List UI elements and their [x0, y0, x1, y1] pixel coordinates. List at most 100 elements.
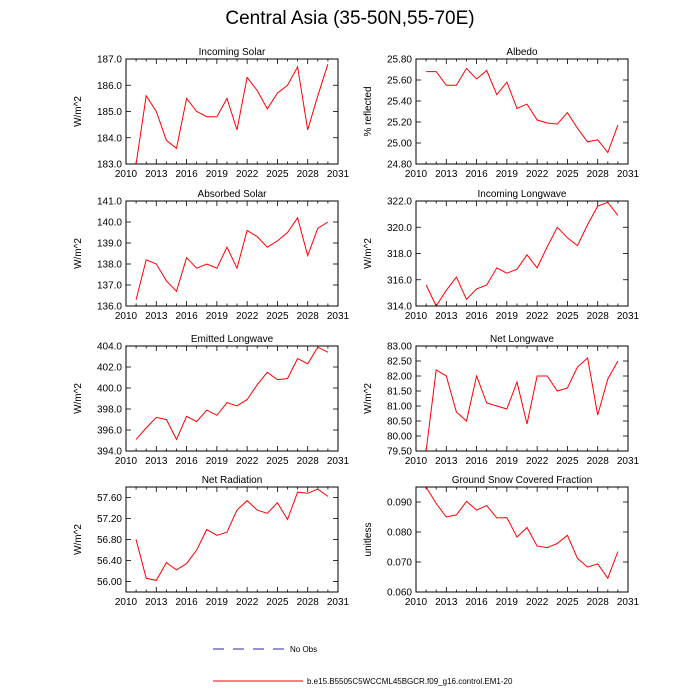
x-tick-label: 2028: [297, 169, 320, 180]
y-tick-label: 404.0: [97, 342, 122, 353]
y-tick-label: 57.60: [97, 493, 122, 504]
x-tick-label: 2028: [297, 456, 320, 467]
y-tick-label: 79.50: [387, 447, 412, 458]
x-tick-label: 2013: [145, 597, 168, 608]
x-tick-label: 2013: [435, 311, 458, 322]
x-tick-label: 2031: [327, 169, 350, 180]
panel-title: Net Radiation: [202, 475, 263, 486]
x-tick-label: 2025: [556, 456, 579, 467]
y-tick-label: 318.0: [387, 249, 412, 260]
panel-title: Incoming Longwave: [478, 189, 567, 200]
y-tick-label: 0.070: [387, 558, 412, 569]
series-line: [425, 357, 619, 452]
y-axis-label: W/m^2: [363, 383, 374, 414]
y-tick-label: 57.20: [97, 514, 122, 525]
panel-title: Emitted Longwave: [191, 334, 274, 345]
x-tick-label: 2010: [115, 456, 138, 467]
x-tick-label: 2016: [175, 597, 198, 608]
series-line: [425, 486, 619, 580]
panel-net-radiation: Net Radiation W/m^2 56.00 56.40 56.80 57.20 57…: [73, 475, 350, 608]
y-tick-label: 400.0: [97, 384, 122, 395]
x-tick-label: 2025: [556, 597, 579, 608]
x-tick-label: 2010: [405, 169, 428, 180]
plot-frame: [125, 345, 339, 452]
x-tick-label: 2010: [115, 311, 138, 322]
panel-incoming-solar: Incoming Solar W/m^2 183.0 184.0 185.0 186.0 1…: [73, 47, 350, 180]
plot-frame: [125, 58, 339, 165]
y-tick-label: 139.0: [97, 239, 122, 250]
x-tick-label: 2028: [587, 597, 610, 608]
y-tick-label: 56.00: [97, 577, 122, 588]
series-line: [135, 488, 329, 581]
x-tick-label: 2022: [236, 169, 259, 180]
plot-frame: [415, 345, 629, 452]
series-line: [135, 64, 329, 165]
x-tick-label: 2022: [526, 169, 549, 180]
y-tick-label: 396.0: [97, 426, 122, 437]
y-tick-label: 402.0: [97, 363, 122, 374]
y-tick-label: 184.0: [97, 133, 122, 144]
x-tick-label: 2016: [175, 456, 198, 467]
plot-frame: [415, 200, 629, 307]
x-tick-label: 2028: [587, 311, 610, 322]
x-tick-label: 2019: [496, 169, 519, 180]
x-tick-label: 2019: [496, 311, 519, 322]
x-tick-label: 2022: [526, 311, 549, 322]
panel-title: Absorbed Solar: [198, 189, 268, 200]
y-axis-label: W/m^2: [73, 238, 84, 269]
x-tick-label: 2031: [327, 597, 350, 608]
y-tick-label: 83.00: [387, 342, 412, 353]
x-tick-label: 2010: [405, 597, 428, 608]
x-tick-label: 2028: [587, 456, 610, 467]
y-tick-label: 81.00: [387, 402, 412, 413]
y-tick-label: 140.0: [97, 218, 122, 229]
panel-title: Ground Snow Covered Fraction: [452, 475, 593, 486]
panel-incoming-longwave: Incoming Longwave W/m^2 314.0 316.0 318.0 320…: [363, 189, 640, 322]
x-tick-label: 2031: [617, 597, 640, 608]
y-tick-label: 137.0: [97, 281, 122, 292]
y-tick-label: 183.0: [97, 160, 122, 171]
x-tick-label: 2025: [556, 311, 579, 322]
series-line: [426, 67, 619, 154]
x-tick-label: 2016: [175, 311, 198, 322]
y-tick-label: 82.50: [387, 357, 412, 368]
x-tick-label: 2016: [175, 169, 198, 180]
y-tick-label: 80.50: [387, 417, 412, 428]
x-tick-label: 2022: [526, 597, 549, 608]
y-tick-label: 394.0: [97, 447, 122, 458]
x-tick-label: 2010: [405, 311, 428, 322]
series-line: [135, 346, 329, 441]
y-tick-label: 136.0: [97, 302, 122, 313]
x-tick-label: 2022: [236, 456, 259, 467]
y-axis-label: W/m^2: [73, 383, 84, 414]
plot-frame: [125, 486, 339, 593]
y-tick-label: 0.060: [387, 588, 412, 599]
y-tick-label: 56.80: [97, 535, 122, 546]
x-tick-label: 2025: [556, 169, 579, 180]
x-tick-label: 2022: [236, 597, 259, 608]
y-tick-label: 56.40: [97, 556, 122, 567]
y-tick-label: 138.0: [97, 260, 122, 271]
y-tick-label: 25.00: [387, 139, 412, 150]
y-tick-label: 0.090: [387, 498, 412, 509]
series-line: [425, 201, 619, 308]
x-tick-label: 2013: [145, 169, 168, 180]
x-tick-label: 2019: [206, 456, 229, 467]
x-tick-label: 2022: [526, 456, 549, 467]
y-tick-label: 25.80: [387, 55, 412, 66]
y-axis-label: W/m^2: [363, 238, 374, 269]
x-tick-label: 2013: [435, 597, 458, 608]
x-tick-label: 2031: [617, 311, 640, 322]
figure-title: Central Asia (35-50N,55-70E): [225, 8, 475, 29]
x-tick-label: 2031: [617, 456, 640, 467]
y-axis-label: unitless: [363, 523, 374, 557]
y-tick-label: 82.00: [387, 372, 412, 383]
x-tick-label: 2013: [145, 456, 168, 467]
panel-ground-snow-covered-fraction: Ground Snow Covered Fraction unitless 0.06…: [363, 475, 640, 608]
x-tick-label: 2031: [617, 169, 640, 180]
series-line: [135, 216, 329, 300]
x-tick-label: 2013: [435, 169, 458, 180]
y-tick-label: 81.50: [387, 387, 412, 398]
y-axis-label: W/m^2: [73, 96, 84, 127]
y-axis-label: % reflected: [363, 86, 374, 136]
